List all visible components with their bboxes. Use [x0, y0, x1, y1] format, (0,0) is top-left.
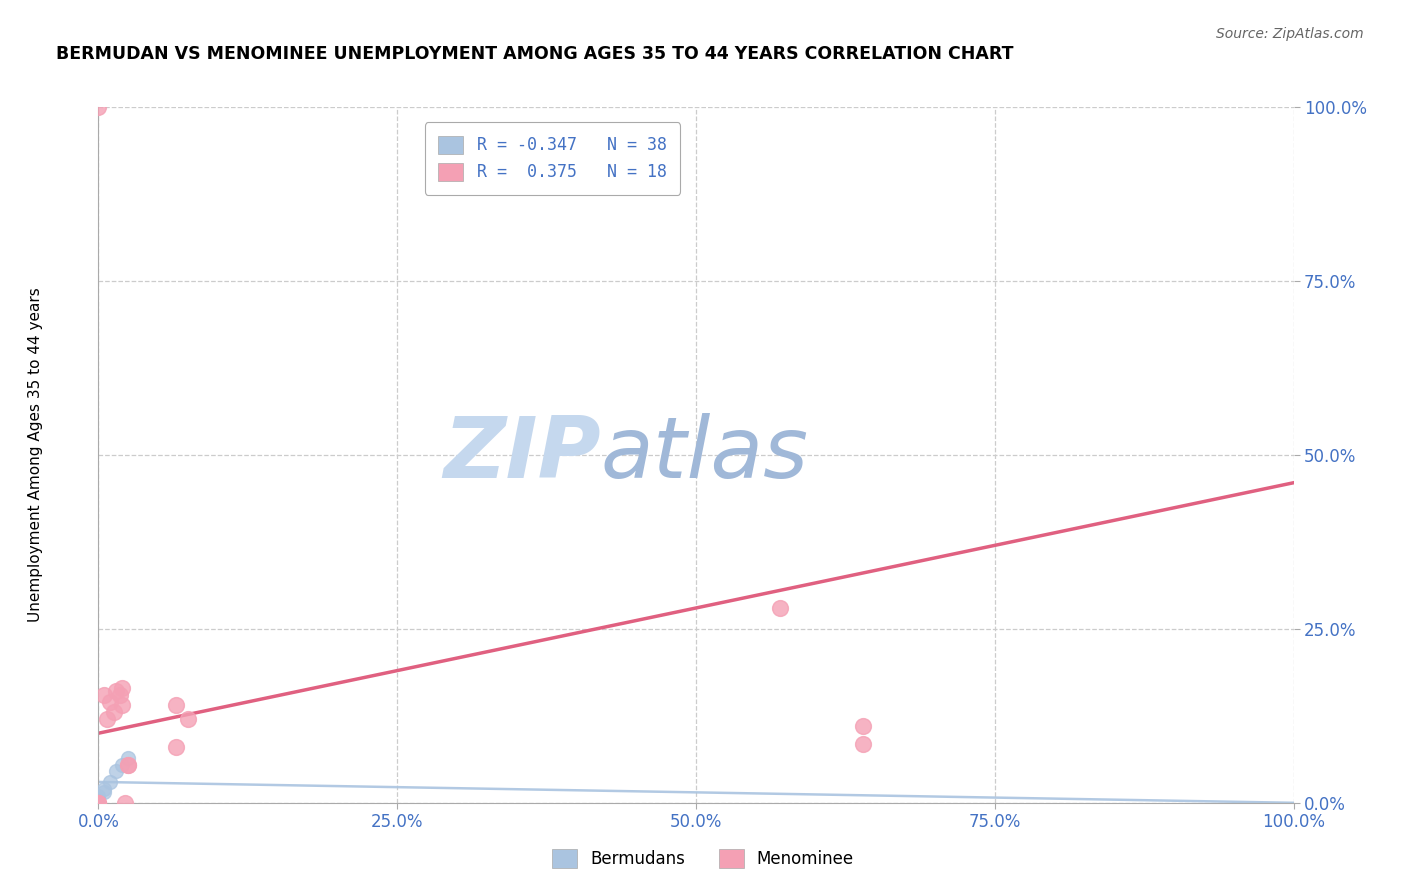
Point	[87, 796, 110, 810]
Point	[87, 796, 110, 810]
Point	[87, 796, 110, 810]
Point	[87, 796, 110, 810]
Point	[165, 740, 187, 755]
Point	[87, 796, 110, 810]
Legend: Bermudans, Menominee: Bermudans, Menominee	[546, 843, 860, 875]
Point	[103, 706, 125, 720]
Point	[98, 775, 122, 789]
Point	[93, 785, 115, 799]
Point	[111, 757, 134, 772]
Text: ZIP: ZIP	[443, 413, 600, 497]
Point	[87, 796, 110, 810]
Point	[87, 796, 110, 810]
Point	[87, 796, 110, 810]
Point	[108, 688, 131, 702]
Point	[117, 757, 139, 772]
Point	[93, 781, 115, 796]
Point	[177, 712, 200, 726]
Text: Source: ZipAtlas.com: Source: ZipAtlas.com	[1216, 27, 1364, 41]
Point	[87, 796, 110, 810]
Point	[93, 688, 115, 702]
Point	[87, 796, 110, 810]
Point	[87, 796, 110, 810]
Point	[87, 796, 110, 810]
Point	[87, 796, 110, 810]
Point	[87, 796, 110, 810]
Point	[96, 712, 118, 726]
Point	[87, 796, 110, 810]
Point	[87, 796, 110, 810]
Point	[87, 796, 110, 810]
Point	[87, 796, 110, 810]
Point	[87, 796, 110, 810]
Point	[114, 796, 136, 810]
Point	[117, 750, 139, 764]
Point	[87, 796, 110, 810]
Point	[87, 796, 110, 810]
Point	[87, 796, 110, 810]
Point	[87, 796, 110, 810]
Point	[165, 698, 187, 713]
Text: Unemployment Among Ages 35 to 44 years: Unemployment Among Ages 35 to 44 years	[28, 287, 42, 623]
Point	[87, 796, 110, 810]
Point	[105, 684, 128, 698]
Point	[87, 100, 110, 114]
Point	[87, 796, 110, 810]
Point	[852, 719, 875, 733]
Point	[87, 792, 110, 806]
Text: atlas: atlas	[600, 413, 808, 497]
Point	[87, 796, 110, 810]
Point	[87, 796, 110, 810]
Text: BERMUDAN VS MENOMINEE UNEMPLOYMENT AMONG AGES 35 TO 44 YEARS CORRELATION CHART: BERMUDAN VS MENOMINEE UNEMPLOYMENT AMONG…	[56, 45, 1014, 62]
Point	[111, 681, 134, 695]
Point	[111, 698, 134, 713]
Point	[87, 796, 110, 810]
Point	[117, 757, 139, 772]
Point	[87, 796, 110, 810]
Point	[87, 796, 110, 810]
Point	[105, 764, 128, 779]
Point	[87, 789, 110, 803]
Point	[98, 695, 122, 709]
Legend: R = -0.347   N = 38, R =  0.375   N = 18: R = -0.347 N = 38, R = 0.375 N = 18	[425, 122, 681, 194]
Point	[87, 796, 110, 810]
Point	[768, 601, 790, 615]
Point	[852, 737, 875, 751]
Point	[87, 796, 110, 810]
Point	[87, 796, 110, 810]
